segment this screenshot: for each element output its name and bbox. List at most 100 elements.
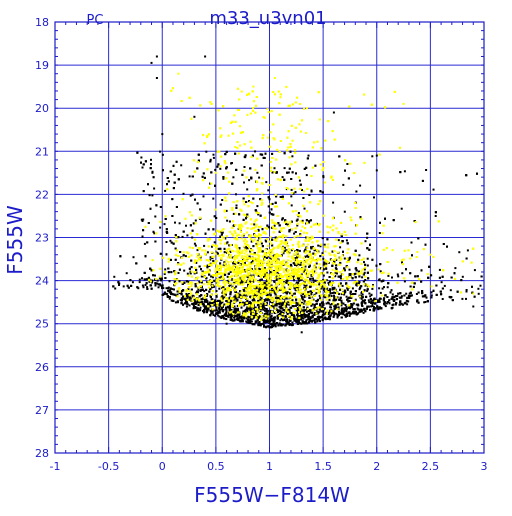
black-point (185, 225, 187, 227)
black-point (323, 268, 325, 270)
black-point (435, 285, 437, 287)
black-point (165, 218, 167, 220)
black-point (280, 196, 282, 198)
black-point (215, 313, 217, 315)
black-point (113, 276, 115, 278)
black-point (365, 240, 367, 242)
black-point (261, 165, 263, 167)
black-point (357, 308, 359, 310)
black-point (344, 290, 346, 292)
black-point (444, 285, 446, 287)
black-point (254, 150, 256, 152)
black-point (268, 205, 270, 207)
black-point (172, 300, 174, 302)
black-point (310, 246, 312, 248)
black-point (229, 308, 231, 310)
black-point (181, 297, 183, 299)
black-point (262, 250, 264, 252)
black-point (399, 171, 401, 173)
black-point (433, 189, 435, 191)
black-point (244, 310, 246, 312)
black-point (346, 163, 348, 165)
black-point (279, 306, 281, 308)
black-point (411, 242, 413, 244)
black-point (384, 301, 386, 303)
black-point (378, 287, 380, 289)
black-point (383, 299, 385, 301)
black-point (355, 267, 357, 269)
black-point (195, 269, 197, 271)
black-point (397, 274, 399, 276)
black-point (341, 240, 343, 242)
black-point (215, 217, 217, 219)
black-point (394, 296, 396, 298)
black-point (119, 255, 121, 257)
black-point (345, 306, 347, 308)
black-point (199, 208, 201, 210)
black-point (366, 308, 368, 310)
black-point (249, 167, 251, 169)
black-point (417, 275, 419, 277)
black-point (139, 279, 141, 281)
black-point (279, 313, 281, 315)
black-point (202, 303, 204, 305)
black-point (257, 319, 259, 321)
black-point (186, 306, 188, 308)
black-point (179, 251, 181, 253)
black-point (379, 222, 381, 224)
black-point (327, 318, 329, 320)
black-point (288, 230, 290, 232)
black-point (324, 244, 326, 246)
black-point (216, 290, 218, 292)
black-point (367, 288, 369, 290)
black-point (341, 309, 343, 311)
black-point (356, 284, 358, 286)
black-point (153, 188, 155, 190)
black-point (128, 287, 130, 289)
black-point (348, 307, 350, 309)
black-point (213, 154, 215, 156)
black-point (170, 259, 172, 261)
black-point (194, 199, 196, 201)
black-point (189, 297, 191, 299)
black-point (275, 325, 277, 327)
black-point (307, 157, 309, 159)
black-point (343, 310, 345, 312)
black-point (296, 282, 298, 284)
black-point (195, 283, 197, 285)
black-point (146, 241, 148, 243)
black-point (139, 281, 141, 283)
black-point (284, 167, 286, 169)
black-point (358, 275, 360, 277)
black-point (146, 278, 148, 280)
black-point (332, 202, 334, 204)
black-point (291, 324, 293, 326)
black-point (265, 298, 267, 300)
black-point (291, 299, 293, 301)
black-point (363, 281, 365, 283)
black-point (436, 294, 438, 296)
black-point (224, 248, 226, 250)
black-point (175, 234, 177, 236)
black-point (380, 298, 382, 300)
black-point (203, 172, 205, 174)
black-point (252, 198, 254, 200)
black-point (474, 296, 476, 298)
black-point (338, 306, 340, 308)
black-point (170, 171, 172, 173)
black-point (150, 163, 152, 165)
black-point (246, 310, 248, 312)
black-point (195, 220, 197, 222)
black-point (404, 280, 406, 282)
black-point (355, 290, 357, 292)
black-point (314, 318, 316, 320)
black-point (142, 167, 144, 169)
black-point (197, 301, 199, 303)
black-point (276, 304, 278, 306)
black-point (422, 180, 424, 182)
black-point (418, 292, 420, 294)
black-point (174, 294, 176, 296)
black-point (174, 174, 176, 176)
black-point (302, 197, 304, 199)
